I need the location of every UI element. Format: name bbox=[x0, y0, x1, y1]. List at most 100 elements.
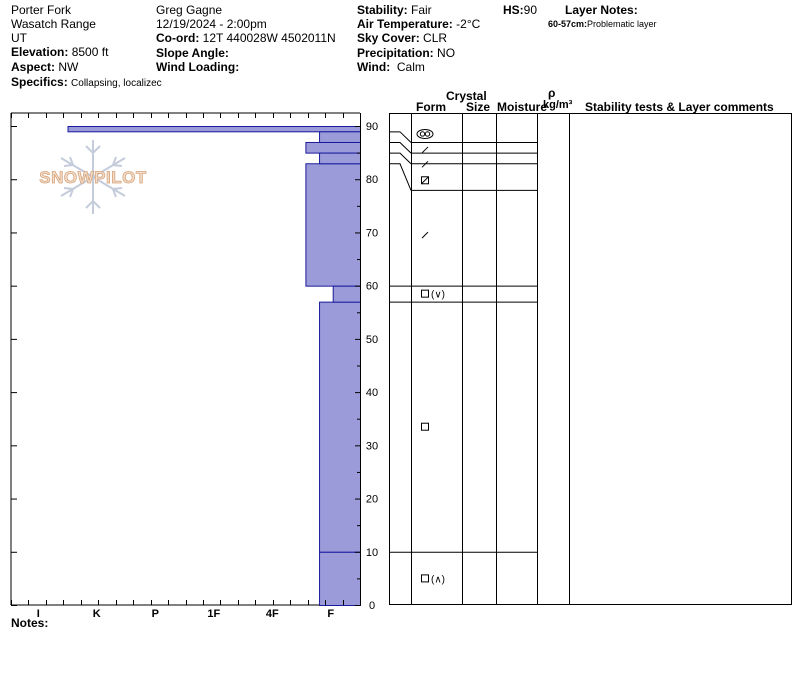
layer-connector bbox=[389, 141, 412, 154]
hardness-bar bbox=[319, 131, 361, 143]
precip-slash bbox=[421, 160, 429, 168]
hardness-bar bbox=[319, 301, 361, 553]
depth-tick-label: 10 bbox=[366, 547, 378, 559]
hs-label: HS: bbox=[503, 3, 524, 17]
crystal-table-frame bbox=[389, 113, 792, 605]
depth-tick-label: 0 bbox=[369, 600, 375, 612]
density-unit-header: kg/m³ bbox=[543, 99, 573, 111]
depth-tick-label: 90 bbox=[366, 121, 378, 133]
wind-loading-label: Wind Loading: bbox=[156, 60, 240, 74]
table-outer-border bbox=[389, 113, 792, 605]
grain-form-slash-icon bbox=[421, 146, 429, 154]
wind-value: Calm bbox=[396, 60, 425, 74]
crystal-header: Crystal bbox=[446, 89, 487, 103]
hardness-bar bbox=[319, 551, 361, 606]
elevation-value: 8500 ft bbox=[71, 45, 109, 59]
precip-slash bbox=[421, 146, 429, 154]
hardness-category-label: P bbox=[152, 608, 159, 620]
crystal-table-rows bbox=[411, 141, 537, 553]
snowflake-icon bbox=[60, 140, 126, 214]
grain-form-suffix: (∨) bbox=[431, 290, 445, 301]
graupel-dot bbox=[424, 131, 431, 137]
depth-tick-label: 40 bbox=[366, 387, 378, 399]
hardness-bar bbox=[319, 152, 361, 165]
axes: 0 10 20 30 40 50 60 70 80 90 I K P 1F 4F F bbox=[11, 113, 378, 620]
graupel-outline bbox=[416, 128, 434, 139]
grain-form-graupel-icon bbox=[416, 128, 434, 139]
stability-comments-header: Stability tests & Layer comments bbox=[585, 100, 774, 114]
elevation-label: Elevation: bbox=[11, 45, 69, 59]
snowpilot-logo: SNOWPILOT bbox=[39, 140, 147, 214]
depth-tick-label: 50 bbox=[366, 334, 378, 346]
grain-form-slash-icon bbox=[421, 231, 429, 239]
hardness-bar bbox=[305, 141, 361, 154]
sky-cover: Sky Cover: CLR bbox=[357, 31, 447, 45]
density-rho-header: ρ bbox=[548, 86, 556, 100]
hardness-bar bbox=[305, 163, 361, 287]
coord-label: Co-ord: bbox=[156, 31, 200, 45]
layer-note-range: 60-57cm: bbox=[548, 19, 588, 29]
wind: Wind: Calm bbox=[357, 60, 425, 74]
mountain-range: Wasatch Range bbox=[11, 17, 96, 31]
layer-connector bbox=[389, 152, 412, 165]
depth-tick-label: 70 bbox=[366, 227, 378, 239]
moisture-header: Moisture bbox=[497, 100, 548, 114]
hardness-category-label: F bbox=[327, 608, 334, 620]
hardness-bar bbox=[67, 126, 361, 133]
specifics: Specifics: Collapsing, localizec bbox=[11, 75, 162, 90]
depth-tick-label: 80 bbox=[366, 174, 378, 186]
notes-label: Notes: bbox=[11, 616, 49, 630]
snowpilot-logo-text: SNOWPILOT bbox=[39, 168, 147, 187]
depth-tick-label: 60 bbox=[366, 281, 378, 293]
specifics-value: Collapsing, localizec bbox=[71, 78, 162, 89]
coord: Co-ord: 12T 440028W 4502011N bbox=[156, 31, 336, 45]
facet-box-slash bbox=[421, 176, 429, 185]
specifics-label: Specifics: bbox=[11, 75, 68, 89]
size-header: Size bbox=[466, 100, 491, 114]
stability: Stability: Fair bbox=[357, 3, 432, 17]
air-temp-value: -2°C bbox=[456, 17, 481, 31]
stability-label: Stability: bbox=[357, 3, 408, 17]
grain-form-box-icon: (∨) bbox=[421, 289, 445, 301]
aspect-value: NW bbox=[58, 60, 79, 74]
precipitation: Precipitation: NO bbox=[357, 46, 455, 60]
datetime: 12/19/2024 - 2:00pm bbox=[156, 17, 267, 31]
hardness-category-label: 4F bbox=[266, 608, 279, 620]
hardness-category-label: 1F bbox=[207, 608, 220, 620]
snow-height: HS:90 bbox=[503, 3, 537, 17]
grain-form-markers: (∨) (∧) bbox=[416, 128, 445, 585]
grain-form-boxslash-icon bbox=[421, 176, 429, 185]
depth-tick-label: 30 bbox=[366, 440, 378, 452]
hardness-bars bbox=[67, 126, 362, 606]
coord-value: 12T 440028W 4502011N bbox=[202, 31, 336, 45]
aspect: Aspect: NW bbox=[11, 60, 78, 74]
layer-connector bbox=[389, 163, 412, 191]
stability-value: Fair bbox=[411, 3, 432, 17]
elevation: Elevation: 8500 ft bbox=[11, 45, 108, 59]
grain-form-suffix: (∧) bbox=[431, 574, 445, 585]
facet-box bbox=[421, 574, 429, 583]
hardness-category-label: I bbox=[37, 608, 40, 620]
layer-connector bbox=[389, 131, 412, 143]
wind-label: Wind: bbox=[357, 60, 391, 74]
grain-form-slash-icon bbox=[421, 160, 429, 168]
slope-label: Slope Angle: bbox=[156, 46, 229, 60]
location: Porter Fork bbox=[11, 3, 72, 17]
facet-box bbox=[421, 176, 429, 185]
depth-tick-label: 20 bbox=[366, 494, 378, 506]
hs-value: 90 bbox=[523, 3, 538, 17]
slope-angle: Slope Angle: bbox=[156, 46, 229, 60]
hardness-frame bbox=[10, 112, 360, 606]
grain-form-box-icon: (∧) bbox=[421, 574, 445, 585]
facet-box bbox=[421, 289, 429, 298]
wind-loading: Wind Loading: bbox=[156, 60, 239, 74]
air-temperature: Air Temperature: -2°C bbox=[357, 17, 480, 31]
sky-value: CLR bbox=[423, 31, 448, 45]
layer-notes-title: Layer Notes: bbox=[565, 3, 638, 17]
air-temp-label: Air Temperature: bbox=[357, 17, 453, 31]
precip-slash bbox=[421, 231, 429, 239]
form-header: Form bbox=[416, 100, 446, 114]
sky-label: Sky Cover: bbox=[357, 31, 420, 45]
facet-box bbox=[421, 422, 429, 431]
